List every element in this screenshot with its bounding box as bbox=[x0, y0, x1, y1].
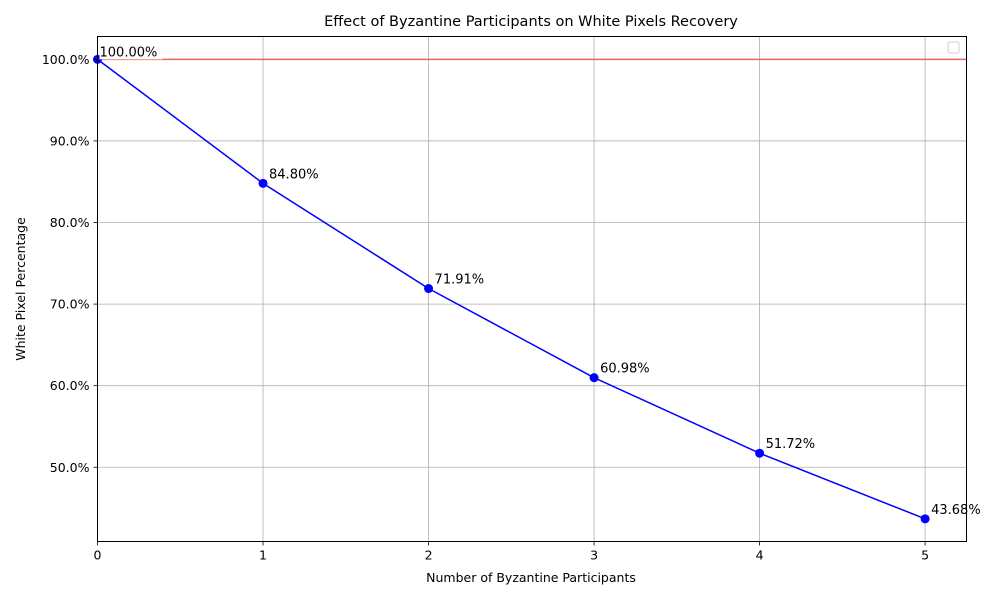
y-tick-label: 90.0% bbox=[50, 133, 90, 148]
grid bbox=[97, 36, 967, 542]
legend-box bbox=[947, 41, 960, 54]
y-axis-label: White Pixel Percentage bbox=[13, 217, 28, 361]
x-tick-label: 3 bbox=[590, 548, 598, 563]
data-point bbox=[920, 514, 930, 524]
x-axis-label: Number of Byzantine Participants bbox=[426, 570, 636, 585]
ticks-group: 0 1 2 3 4 5 50.0% 60.0% 70.0% 80.0% 90.0% 100.0% bbox=[42, 52, 929, 563]
data-point bbox=[424, 284, 434, 294]
data-point bbox=[589, 373, 599, 383]
y-tick-label: 70.0% bbox=[50, 297, 90, 312]
x-tick-label: 4 bbox=[756, 548, 764, 563]
data-label: 60.98% bbox=[600, 362, 650, 377]
chart-title: Effect of Byzantine Participants on Whit… bbox=[324, 14, 738, 30]
x-tick-label: 2 bbox=[425, 548, 433, 563]
data-point bbox=[755, 448, 765, 458]
y-tick-label: 80.0% bbox=[50, 215, 90, 230]
x-tick-label: 0 bbox=[94, 548, 102, 563]
data-label-backdrop bbox=[99, 54, 163, 60]
x-tick-label: 5 bbox=[921, 548, 929, 563]
data-point bbox=[258, 178, 268, 188]
data-label: 71.91% bbox=[435, 273, 485, 288]
data-label: 100.00% bbox=[100, 45, 158, 60]
data-label: 43.68% bbox=[931, 503, 981, 518]
x-tick-label: 1 bbox=[259, 548, 267, 563]
series-line bbox=[97, 58, 926, 520]
y-tick-label: 60.0% bbox=[50, 378, 90, 393]
axes-frame bbox=[97, 36, 967, 542]
y-tick-label: 50.0% bbox=[50, 460, 90, 475]
y-tick-label: 100.0% bbox=[42, 52, 90, 67]
data-label: 51.72% bbox=[766, 437, 816, 452]
plot-frame bbox=[97, 36, 967, 542]
series-group: 100.00% 84.80% 71.91% 60.98% 51.72% 43.68% bbox=[93, 45, 981, 524]
data-label: 84.80% bbox=[269, 167, 319, 182]
